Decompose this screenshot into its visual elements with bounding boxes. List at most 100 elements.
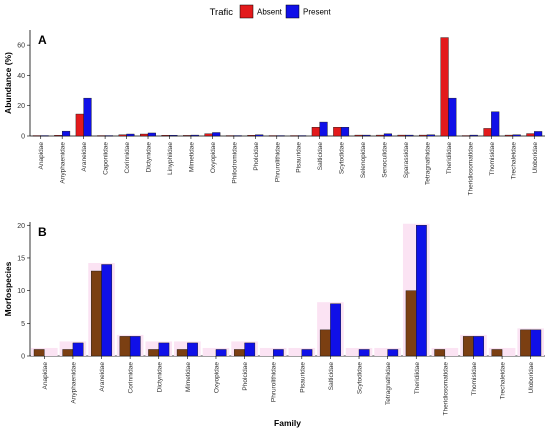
bar-absent <box>118 134 127 137</box>
bar-absent <box>434 349 446 357</box>
legend-swatch-present <box>285 4 300 19</box>
x-tick-label: Senoculidae <box>382 142 389 178</box>
x-tick-label: Theridiosomatidae <box>442 362 449 416</box>
x-tick-label: Scytodidae <box>339 142 346 175</box>
bar-absent <box>483 128 492 137</box>
y-axis-title: Abundance (%) <box>3 52 13 114</box>
x-tick-label: Selenopidae <box>360 142 367 179</box>
panel-label: A <box>38 33 47 47</box>
bar-present <box>301 349 313 357</box>
x-tick-label: Pisauridae <box>299 362 306 393</box>
x-tick-label: Theridiidae <box>446 142 453 175</box>
y-tick-label: 5 <box>21 321 25 328</box>
bar-present <box>215 349 227 357</box>
bar-present <box>512 134 521 137</box>
x-tick-label: Salticidae <box>317 142 324 171</box>
x-tick-label: Oxyopidae <box>210 142 217 173</box>
x-tick-label: Anapidae <box>42 362 49 390</box>
bar-present <box>473 336 484 357</box>
bar-present <box>405 134 414 137</box>
bar-present <box>387 349 399 357</box>
x-tick-label: Salticidae <box>328 362 335 391</box>
bar-absent <box>376 134 385 137</box>
y-tick-label: 0 <box>21 134 25 141</box>
bar-present <box>340 127 350 137</box>
bar-present <box>147 132 156 137</box>
x-tick-label: Tetragnathidae <box>424 142 431 185</box>
bar-absent <box>140 133 149 137</box>
x-tick-label: Philodromidae <box>231 142 238 184</box>
bar-absent <box>333 127 342 137</box>
x-tick-label: Trechaleidae <box>510 142 517 180</box>
bar-present <box>272 349 284 357</box>
x-tick-label: Anyphaenidae <box>60 142 67 184</box>
bar-absent <box>440 37 449 137</box>
y-tick-label: 40 <box>17 73 25 80</box>
bar-present <box>169 135 178 137</box>
bar-absent <box>161 135 170 137</box>
bar-absent <box>183 135 192 137</box>
bar-absent <box>405 290 417 357</box>
bar-present <box>233 135 242 137</box>
bar-absent <box>526 133 535 137</box>
bar-present <box>244 342 256 357</box>
legend: Trafic Absent Present <box>210 4 331 19</box>
x-tick-label: Uloboridae <box>532 142 539 174</box>
x-tick-label: Linyphiidae <box>167 142 174 175</box>
y-tick-label: 0 <box>21 354 25 361</box>
bar-present <box>534 131 543 137</box>
bar-present <box>83 97 92 137</box>
bar-present <box>104 135 114 137</box>
bar-present <box>426 134 435 137</box>
bar-present <box>448 97 457 137</box>
x-tick-label: Caponiidae <box>103 142 110 175</box>
bar-present <box>255 134 264 137</box>
bar-absent <box>247 135 256 137</box>
bar-present <box>491 111 500 137</box>
x-tick-label: Sparassidae <box>403 142 410 179</box>
bar-present <box>276 135 285 137</box>
bar-absent <box>97 135 106 137</box>
bar-absent <box>311 127 320 137</box>
bar-absent <box>462 336 474 357</box>
bar-absent <box>290 135 299 137</box>
x-tick-label: Mimetidae <box>188 142 195 172</box>
x-tick-label: Pholcidae <box>253 142 260 171</box>
bar-absent <box>234 349 245 357</box>
bar-present <box>319 121 328 137</box>
panel-label: B <box>38 225 47 239</box>
bar-absent <box>176 349 188 357</box>
bar-present <box>416 225 427 357</box>
bar-absent <box>319 329 331 357</box>
bar-absent <box>461 135 471 137</box>
x-tick-label: Pisauridae <box>296 142 303 173</box>
bar-present <box>129 336 141 357</box>
bar-absent <box>225 135 235 137</box>
bar-absent <box>32 135 41 137</box>
legend-swatch-absent <box>239 4 254 19</box>
bar-present <box>383 133 392 137</box>
x-tick-label: Thomisidae <box>471 362 478 396</box>
x-tick-label: Theridiidae <box>414 362 421 395</box>
bar-absent <box>75 113 84 137</box>
x-tick-label: Corinnidae <box>128 362 135 394</box>
bar-present <box>530 329 542 357</box>
bar-absent <box>54 135 63 137</box>
x-tick-label: Tetragnathidae <box>385 362 392 405</box>
legend-title: Trafic <box>210 7 234 18</box>
x-tick-label: Araneidae <box>99 362 106 392</box>
bar-present <box>330 303 341 357</box>
bar-present <box>362 134 371 137</box>
bar-absent <box>62 349 74 357</box>
x-tick-label: Corinnidae <box>124 142 131 174</box>
bar-present <box>126 133 135 137</box>
y-axis-title: Morfospecies <box>3 261 13 316</box>
bar-present <box>469 134 478 137</box>
bar-absent <box>504 134 514 137</box>
x-tick-label: Phrurolithidae <box>271 362 278 402</box>
x-tick-label: Araneidae <box>81 142 88 172</box>
x-tick-label: Uloboridae <box>528 362 535 394</box>
bar-absent <box>397 134 406 137</box>
bar-absent <box>354 134 363 137</box>
